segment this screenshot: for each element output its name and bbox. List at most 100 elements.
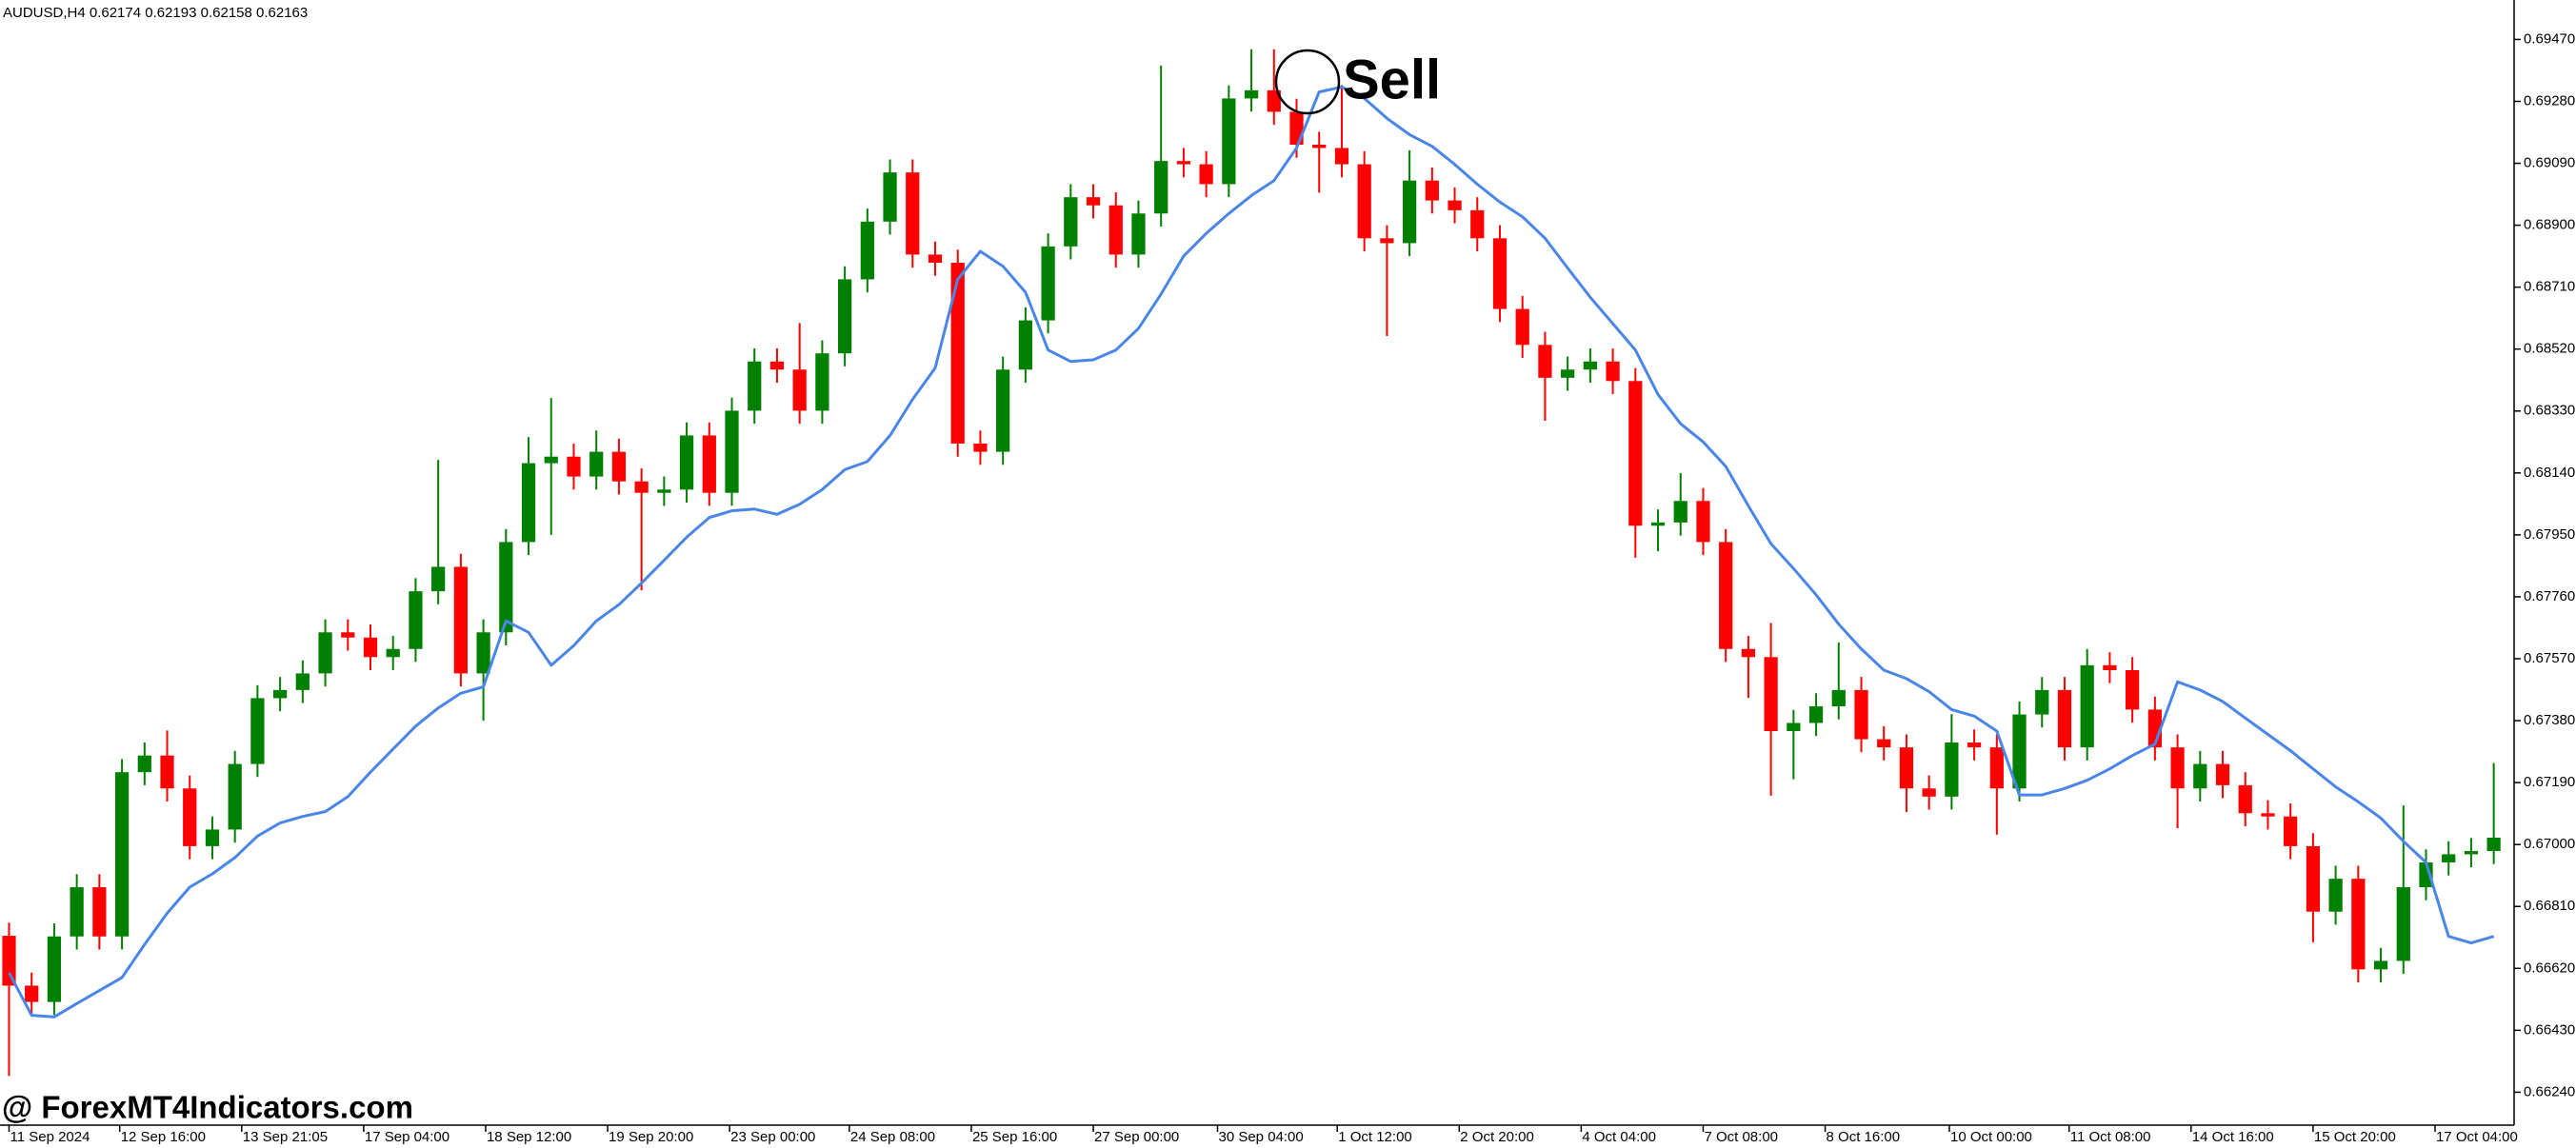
candle-body: [2215, 763, 2230, 785]
candle-body: [1606, 361, 1620, 382]
candle-body: [1741, 648, 1756, 658]
x-tick-label: 13 Sep 21:05: [243, 1129, 328, 1145]
candle-body: [2012, 714, 2027, 789]
candle-body: [2373, 960, 2388, 970]
watermark: @ ForexMT4Indicators.com: [2, 1090, 413, 1125]
candle-body: [1448, 200, 1462, 210]
candle-body: [1357, 164, 1371, 239]
candle-body: [205, 829, 220, 846]
candle-body: [1108, 205, 1123, 255]
candle-body: [973, 444, 988, 452]
candle-body: [70, 887, 84, 937]
candle-body: [1154, 161, 1168, 214]
candle-body: [1945, 742, 1959, 797]
candle-body: [1831, 689, 1846, 707]
x-tick-label: 4 Oct 04:00: [1582, 1129, 1656, 1145]
candle-body: [2193, 763, 2207, 789]
candle-body: [1967, 742, 1982, 748]
candle-body: [1176, 161, 1191, 165]
candle-body: [1244, 89, 1259, 99]
candle-body: [1402, 180, 1417, 244]
x-tick-label: 24 Sep 08:00: [850, 1129, 935, 1145]
y-tick-label: 0.66240: [2524, 1083, 2575, 1099]
candle-body: [1064, 197, 1078, 247]
candle-body: [679, 435, 694, 490]
candle-body: [363, 637, 378, 658]
x-tick-label: 27 Sep 00:00: [1094, 1129, 1179, 1145]
candle-body: [2103, 664, 2117, 670]
candle-body: [386, 648, 400, 658]
candle-body: [1808, 706, 1824, 723]
candle-body: [521, 463, 536, 543]
candle-body: [2328, 879, 2343, 912]
candle-body: [1877, 739, 1891, 748]
candle-body: [1561, 369, 1575, 378]
y-tick-label: 0.69090: [2524, 155, 2575, 171]
candle-body: [1041, 246, 1055, 321]
candle-body: [160, 755, 174, 789]
x-tick-label: 12 Sep 16:00: [121, 1129, 206, 1145]
candle-body: [1696, 501, 1710, 543]
candle-body: [1199, 164, 1213, 185]
candle-body: [996, 369, 1010, 452]
x-tick-label: 25 Sep 16:00: [972, 1129, 1057, 1145]
candle-body: [2306, 845, 2321, 912]
candle-body: [634, 481, 649, 493]
candle-body: [341, 632, 355, 638]
y-tick-label: 0.66620: [2524, 960, 2575, 976]
candle-body: [2, 936, 16, 986]
candle-body: [2351, 879, 2366, 970]
y-tick-label: 0.67000: [2524, 836, 2575, 852]
candle-body: [409, 591, 423, 649]
x-tick-label: 10 Oct 00:00: [1950, 1129, 2032, 1145]
candle-body: [114, 772, 130, 937]
candle-body: [1989, 747, 2004, 789]
y-tick-label: 0.68710: [2524, 279, 2575, 295]
x-tick-label: 18 Sep 12:00: [487, 1129, 571, 1145]
candle-body: [906, 172, 920, 255]
candle-body: [702, 435, 716, 493]
candle-body: [567, 456, 581, 477]
candle-body: [2035, 689, 2049, 715]
candle-body: [2170, 747, 2185, 789]
candle-body: [1628, 381, 1643, 526]
candle-body: [2486, 837, 2501, 852]
plot-area: [2, 49, 2501, 1077]
x-tick-label: 7 Oct 08:00: [1704, 1129, 1778, 1145]
candle-body: [1425, 180, 1439, 201]
candle-body: [544, 456, 558, 464]
moving-average-line: [8, 85, 2495, 1019]
candle-body: [431, 566, 446, 592]
candle-body: [1470, 209, 1485, 239]
y-tick-label: 0.68330: [2524, 403, 2575, 419]
candle-body: [183, 788, 197, 846]
y-tick-label: 0.67760: [2524, 588, 2575, 604]
candle-body: [1380, 238, 1394, 244]
candle-body: [250, 698, 265, 764]
candle-body: [295, 673, 310, 690]
sell-annotation: Sell: [1343, 49, 1441, 110]
candle-body: [589, 451, 604, 477]
candle-body: [1222, 98, 1236, 185]
candle-body: [1922, 788, 1936, 797]
candle-body: [2396, 887, 2410, 961]
candle-body: [2238, 784, 2252, 814]
sell-circle: [1274, 49, 1341, 115]
x-tick-label: 14 Oct 16:00: [2192, 1129, 2274, 1145]
y-tick-label: 0.69280: [2524, 92, 2575, 109]
x-tick-label: 30 Sep 04:00: [1218, 1129, 1303, 1145]
x-tick-label: 1 Oct 12:00: [1338, 1129, 1412, 1145]
candle-body: [318, 632, 332, 674]
y-tick-label: 0.67950: [2524, 526, 2575, 543]
candle-body: [1131, 213, 1146, 255]
candle-body: [2080, 664, 2094, 748]
candle-body: [2126, 669, 2140, 710]
x-tick-label: 11 Oct 08:00: [2070, 1129, 2151, 1145]
candle-body: [25, 985, 39, 1002]
candle-body: [453, 566, 468, 674]
candle-body: [2442, 854, 2456, 863]
x-tick-label: 11 Sep 2024: [10, 1129, 90, 1145]
y-tick-label: 0.66810: [2524, 898, 2575, 914]
candle-body: [1492, 238, 1508, 309]
